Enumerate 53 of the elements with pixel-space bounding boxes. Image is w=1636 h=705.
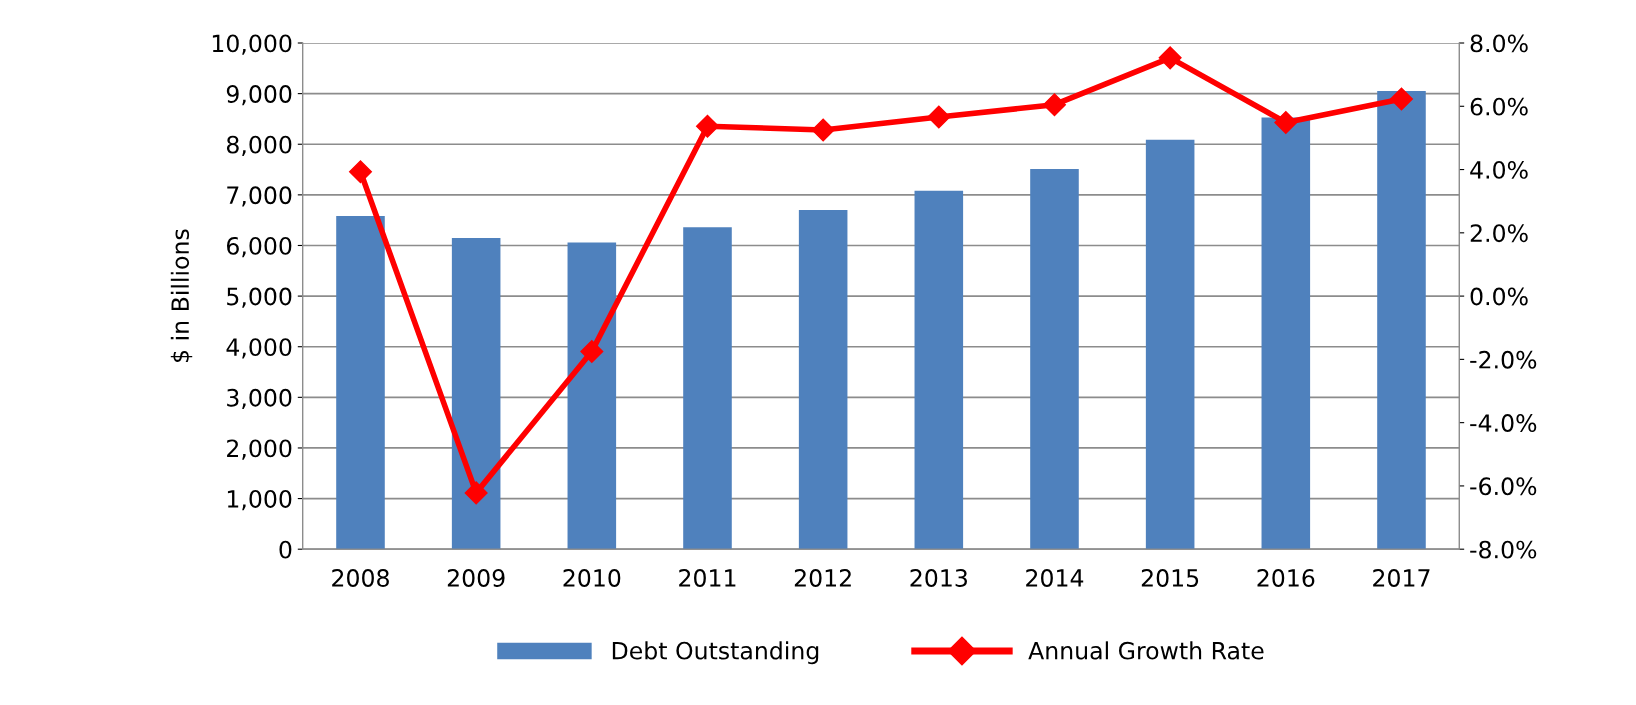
x-tick-label: 2008 [332,569,389,587]
x-tick-label: 2017 [1373,569,1430,587]
y-tick-label: 0 [279,540,292,559]
bar [1377,91,1426,550]
x-tick-label: 2010 [563,569,621,587]
x-tick-label: 2016 [1257,569,1315,587]
point [1042,93,1066,117]
bar [1145,139,1195,550]
y2-tick-label: 0.0% [1470,287,1528,306]
y2-tick-label: 8.0% [1470,34,1528,53]
x-tick-label: 2015 [1141,569,1199,587]
y-axis-title: $ in Billions [170,229,193,362]
y2-tick-label: -8.0% [1470,540,1537,559]
y2-tick-label: -2.0% [1470,350,1537,369]
y2-tick-label: -6.0% [1470,477,1537,496]
y2-tick-label: 4.0% [1470,161,1528,179]
y-tick-label: 10,000 [212,34,292,55]
y-tick-label: 1,000 [227,490,292,511]
point [580,339,604,363]
y-tick-label: 9,000 [226,85,292,106]
y-tick-label: 6,000 [226,236,292,258]
x-tick-label: 2009 [447,569,505,587]
y-tick-label: 7,000 [227,186,292,207]
bar [914,190,964,550]
y-tick-label: 8,000 [226,135,292,156]
bar [1261,117,1311,550]
y-tick-label: 3,000 [227,388,292,410]
point [348,160,372,184]
bar [683,227,732,550]
point [927,105,951,129]
point [1158,46,1182,70]
legend-label: Debt Outstanding [612,641,819,665]
point [695,114,719,138]
x-tick-label: 2011 [679,569,736,587]
point [464,481,488,505]
y2-tick-label: 6.0% [1470,97,1528,116]
point [811,118,835,142]
x-tick-label: 2012 [794,569,851,587]
y-tick-label: 2,000 [227,439,292,460]
y2-tick-label: -4.0% [1470,414,1537,432]
y-tick-label: 4,000 [226,338,292,359]
bar [1030,169,1079,550]
y-tick-label: 5,000 [227,287,292,308]
point [1274,110,1298,134]
x-tick-label: 2013 [910,569,967,587]
x-tick-label: 2014 [1026,569,1084,587]
bar [451,237,501,550]
bar [798,210,848,550]
legend-label: Annual Growth Rate [1028,641,1264,660]
y2-tick-label: 2.0% [1470,224,1528,243]
point [1389,87,1413,111]
bar [336,216,385,550]
bar [567,242,617,550]
